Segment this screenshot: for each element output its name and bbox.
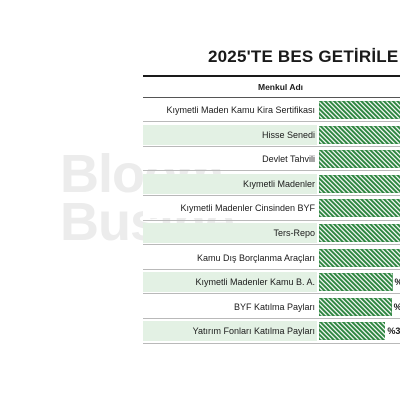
bar xyxy=(319,199,400,218)
bar xyxy=(319,223,400,242)
row-divider xyxy=(143,145,400,147)
row-divider xyxy=(143,244,400,246)
chart-row: Kamu Dış Borçlanma Araçları%3,91 xyxy=(143,247,400,270)
row-background xyxy=(143,321,317,342)
category-label: Devlet Tahvili xyxy=(262,154,315,165)
category-label: Kıymetli Madenler Kamu B. A. xyxy=(195,277,315,288)
chart-row: Kıymetli Madenler Kamu B. A. %3,50 xyxy=(143,272,400,295)
row-divider xyxy=(143,268,400,270)
chart-row: Yatırım Fonları Katılma Payları %3,16 xyxy=(143,321,400,344)
row-background xyxy=(143,222,317,243)
row-divider xyxy=(143,318,400,320)
bar xyxy=(319,174,400,193)
row-background xyxy=(143,173,317,194)
bar-rect xyxy=(319,297,392,316)
data-label: %3,16 xyxy=(387,326,400,337)
row-divider xyxy=(143,293,400,295)
bar xyxy=(319,125,400,144)
bar-rect xyxy=(319,322,386,341)
chart-rows: Kıymetli Maden Kamu Kira Sertifikası Hiss… xyxy=(143,100,400,346)
chart-row: Hisse Senedi xyxy=(143,124,400,147)
category-label: Kıymetli Maden Kamu Kira Sertifikası xyxy=(166,105,315,115)
bar-rect xyxy=(319,273,393,292)
category-label: Hisse Senedi xyxy=(261,129,315,140)
row-divider xyxy=(143,170,400,172)
row-divider xyxy=(143,121,400,123)
top-rule xyxy=(143,75,400,77)
category-label: Ters-Repo xyxy=(273,227,315,238)
bar-rect xyxy=(319,248,400,267)
chart-row: Kıymetli Maden Kamu Kira Sertifikası xyxy=(143,100,400,123)
chart-title: 2025'TE BES GETİRİLE xyxy=(208,47,399,66)
row-background xyxy=(143,198,317,219)
data-label: %3,46 xyxy=(394,297,400,317)
bar-rect xyxy=(319,199,400,218)
bar xyxy=(319,297,392,316)
bar xyxy=(319,248,400,267)
category-label: Kıymetli Madenler xyxy=(242,178,315,189)
row-divider xyxy=(143,195,400,197)
category-label: Yatırım Fonları Katılma Payları xyxy=(192,326,315,337)
category-label: Kıymetli Madenler Cinsinden BYF xyxy=(180,203,315,214)
bar-rect xyxy=(319,101,400,119)
chart-row: Devlet Tahvili xyxy=(143,149,400,172)
row-background xyxy=(143,247,317,268)
bar xyxy=(319,273,393,292)
column-header: Menkul Adı xyxy=(258,82,304,92)
header-rule xyxy=(143,97,400,98)
row-background xyxy=(143,296,317,317)
row-background xyxy=(143,100,317,120)
bar-rect xyxy=(319,125,400,144)
row-divider xyxy=(143,219,400,221)
chart-row: Ters-Repo%4,6 xyxy=(143,222,400,246)
category-label: Kamu Dış Borçlanma Araçları xyxy=(196,252,315,263)
chart-row: Kıymetli Madenler% xyxy=(143,173,400,197)
row-divider xyxy=(143,342,400,344)
chart-row: Kıymetli Madenler Cinsinden BYF%5 xyxy=(143,198,400,221)
chart-row: BYF Katılma Payları %3,46 xyxy=(143,296,400,320)
bar-rect xyxy=(319,223,400,242)
category-label: BYF Katılma Payları xyxy=(233,301,315,312)
bar xyxy=(319,101,400,119)
bar-rect xyxy=(319,174,400,193)
row-background xyxy=(143,149,317,170)
row-background xyxy=(143,124,317,145)
bar xyxy=(319,150,400,169)
row-background xyxy=(143,272,317,293)
bar-rect xyxy=(319,150,400,169)
data-label: %3,50 xyxy=(395,272,400,292)
bar xyxy=(319,322,386,341)
